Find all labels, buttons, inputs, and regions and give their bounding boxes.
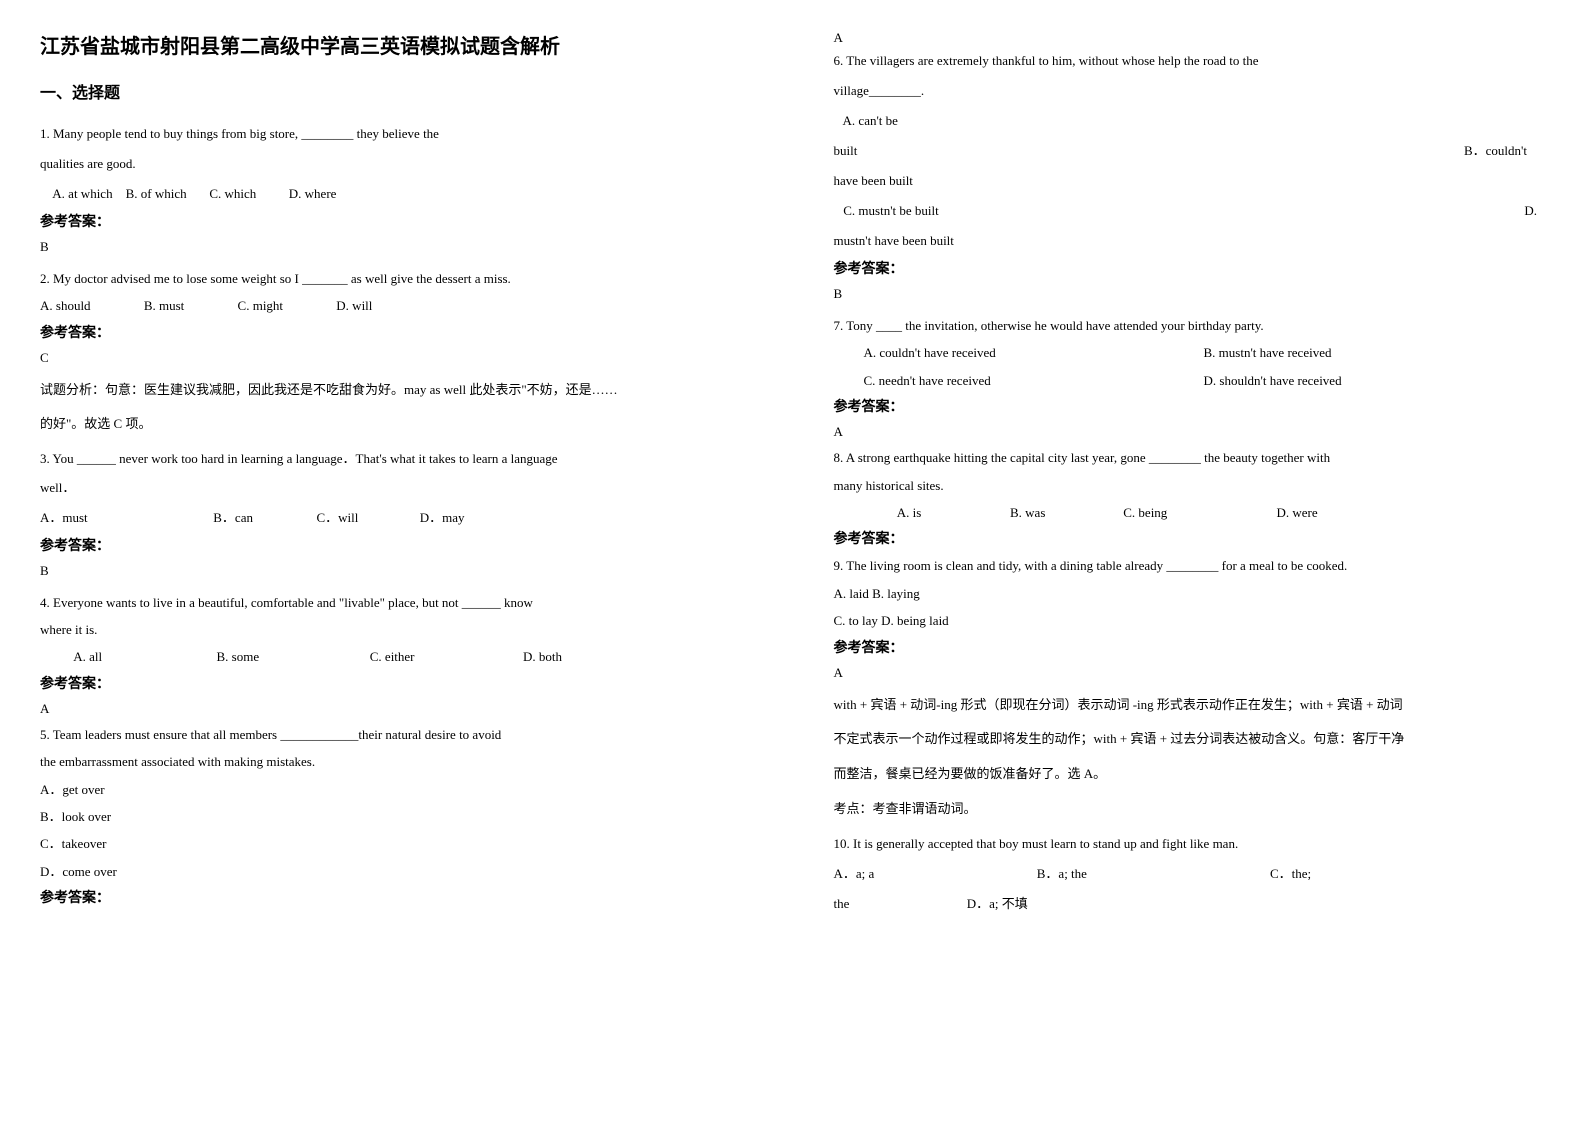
q5-stem-line1: 5. Team leaders must ensure that all mem… (40, 723, 754, 746)
q3-optC: C．will (317, 505, 417, 531)
question-1: 1. Many people tend to buy things from b… (40, 121, 754, 255)
q10-stem: 10. It is generally accepted that boy mu… (834, 831, 1548, 857)
question-9: 9. The living room is clean and tidy, wi… (834, 554, 1548, 821)
question-6: 6. The villagers are extremely thankful … (834, 48, 1548, 302)
q10-options-line1: A．a; a B．a; the C．the; (834, 861, 1548, 887)
question-10: 10. It is generally accepted that boy mu… (834, 831, 1548, 917)
q10-optC-line2: the (834, 891, 964, 917)
left-column: 江苏省盐城市射阳县第二高级中学高三英语模拟试题含解析 一、选择题 1. Many… (0, 0, 794, 1122)
q10-optD: D．a; 不填 (967, 896, 1028, 911)
main-title: 江苏省盐城市射阳县第二高级中学高三英语模拟试题含解析 (40, 30, 754, 59)
q6-optA-line1: A. can't be (834, 108, 1548, 134)
q6-answer-label: 参考答案： (834, 258, 1548, 278)
q4-answer-label: 参考答案： (40, 673, 754, 693)
q7-answer: A (834, 424, 1548, 440)
q9-explanation-line1: with + 宾语 + 动词-ing 形式（即现在分词）表示动词 -ing 形式… (834, 693, 1548, 718)
q5-answer: A (834, 30, 1548, 46)
q6-optB: B．couldn't (1464, 138, 1527, 164)
q8-stem-line1: 8. A strong earthquake hitting the capit… (834, 446, 1548, 469)
q6-optD: D. (1524, 198, 1537, 224)
q5-optD: D．come over (40, 860, 754, 883)
q8-optC: C. being (1123, 501, 1273, 524)
q4-stem-line2: where it is. (40, 618, 754, 641)
q8-stem-line2: many historical sites. (834, 474, 1548, 497)
q5-answer-label: 参考答案： (40, 887, 754, 907)
q4-optB: B. some (217, 645, 367, 668)
section-heading: 一、选择题 (40, 79, 754, 103)
q5-optB: B．look over (40, 805, 754, 828)
q9-opts-line2: C. to lay D. being laid (834, 609, 1548, 632)
q8-answer-label: 参考答案： (834, 528, 1548, 548)
q7-optC: C. needn't have received (864, 369, 1204, 392)
right-column: A 6. The villagers are extremely thankfu… (794, 0, 1587, 1122)
q5-optA: A．get over (40, 778, 754, 801)
q2-optB: B. must (144, 294, 184, 317)
q6-optC: C. mustn't be built (834, 198, 939, 224)
q3-options: A．must B．can C．will D．may (40, 505, 754, 531)
q3-optA: A．must (40, 505, 210, 531)
q2-answer: C (40, 350, 754, 366)
q9-explanation-line4: 考点：考查非谓语动词。 (834, 797, 1548, 822)
q10-options-line2: the D．a; 不填 (834, 891, 1548, 917)
q1-stem-line1: 1. Many people tend to buy things from b… (40, 121, 754, 147)
q2-explanation-line1: 试题分析：句意：医生建议我减肥，因此我还是不吃甜食为好。may as well … (40, 378, 754, 403)
question-7: 7. Tony ____ the invitation, otherwise h… (834, 314, 1548, 440)
q9-answer: A (834, 665, 1548, 681)
q9-stem: 9. The living room is clean and tidy, wi… (834, 554, 1548, 577)
q4-answer: A (40, 701, 754, 717)
q6-optD-line2: mustn't have been built (834, 228, 1548, 254)
q6-optB-line2: have been built (834, 168, 1548, 194)
q6-answer: B (834, 286, 1548, 302)
question-2: 2. My doctor advised me to lose some wei… (40, 267, 754, 437)
q4-optD: D. both (523, 649, 562, 664)
q3-answer: B (40, 563, 754, 579)
q4-optC: C. either (370, 645, 520, 668)
q1-options: A. at which B. of which C. which D. wher… (40, 181, 754, 207)
q7-stem: 7. Tony ____ the invitation, otherwise h… (834, 314, 1548, 337)
q2-optC: C. might (238, 294, 284, 317)
q1-answer-label: 参考答案： (40, 211, 754, 231)
q6-optA-line2: built (834, 138, 858, 164)
q4-stem-line1: 4. Everyone wants to live in a beautiful… (40, 591, 754, 614)
q2-optA: A. should (40, 294, 91, 317)
q1-answer: B (40, 239, 754, 255)
q8-optB: B. was (1010, 501, 1120, 524)
q10-optC: C．the; (1270, 866, 1311, 881)
question-8: 8. A strong earthquake hitting the capit… (834, 446, 1548, 548)
q4-optA: A. all (73, 645, 213, 668)
q8-options: A. is B. was C. being D. were (834, 501, 1548, 524)
q5-optC: C．takeover (40, 832, 754, 855)
q10-optB: B．a; the (1037, 861, 1267, 887)
q3-optB: B．can (213, 505, 313, 531)
q7-optA: A. couldn't have received (864, 341, 1204, 364)
question-3: 3. You ______ never work too hard in lea… (40, 447, 754, 578)
q3-optD: D．may (420, 510, 465, 525)
q7-answer-label: 参考答案： (834, 396, 1548, 416)
q9-explanation-line2: 不定式表示一个动作过程或即将发生的动作；with + 宾语 + 过去分词表达被动… (834, 727, 1548, 752)
q6-stem-line2: village________. (834, 78, 1548, 104)
q2-stem: 2. My doctor advised me to lose some wei… (40, 267, 754, 290)
q2-options: A. should B. must C. might D. will (40, 294, 754, 317)
q9-answer-label: 参考答案： (834, 637, 1548, 657)
q4-options: A. all B. some C. either D. both (40, 645, 754, 668)
q2-explanation-line2: 的好"。故选 C 项。 (40, 412, 754, 437)
q7-optB: B. mustn't have received (1204, 341, 1332, 364)
q10-optA: A．a; a (834, 861, 1034, 887)
q2-answer-label: 参考答案： (40, 322, 754, 342)
question-5: 5. Team leaders must ensure that all mem… (40, 723, 754, 907)
q9-opts-line1: A. laid B. laying (834, 582, 1548, 605)
q6-stem-line1: 6. The villagers are extremely thankful … (834, 48, 1548, 74)
q1-stem-line2: qualities are good. (40, 151, 754, 177)
q8-optA: A. is (897, 501, 1007, 524)
q5-stem-line2: the embarrassment associated with making… (40, 750, 754, 773)
question-4: 4. Everyone wants to live in a beautiful… (40, 591, 754, 717)
q8-optD: D. were (1277, 505, 1318, 520)
q3-stem-line2: well． (40, 475, 754, 501)
q7-optD: D. shouldn't have received (1204, 369, 1342, 392)
q2-optD: D. will (336, 298, 372, 313)
q9-explanation-line3: 而整洁，餐桌已经为要做的饭准备好了。选 A。 (834, 762, 1548, 787)
q3-stem-line1: 3. You ______ never work too hard in lea… (40, 447, 754, 470)
q3-answer-label: 参考答案： (40, 535, 754, 555)
